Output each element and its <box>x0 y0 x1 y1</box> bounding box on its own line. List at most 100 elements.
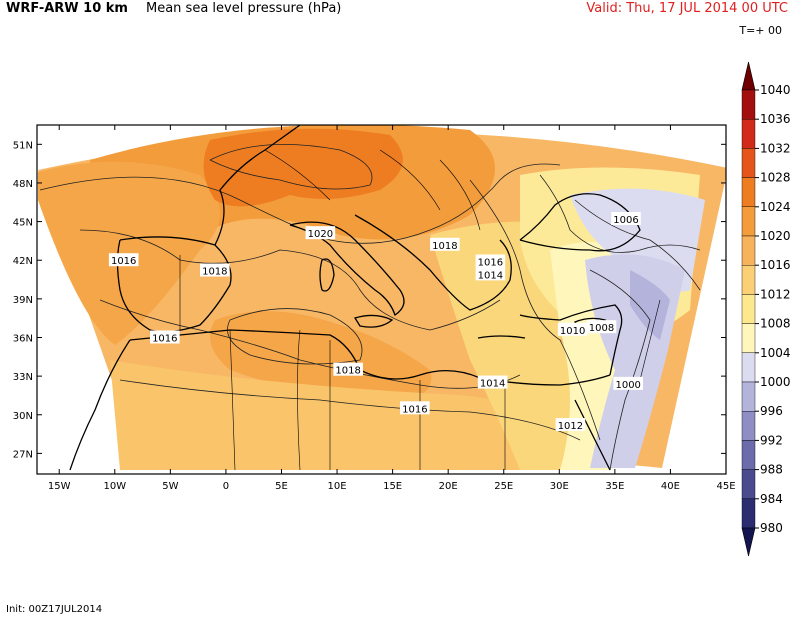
field-title: Mean sea level pressure (hPa) <box>146 1 342 16</box>
colorbar-segment <box>741 177 756 208</box>
contour-label-bg <box>613 376 644 390</box>
coast-atlantic-morocco <box>69 339 131 471</box>
border <box>379 149 441 211</box>
lon-tick-label: 15W <box>48 481 71 492</box>
contour-label-bg <box>475 254 506 268</box>
contour-label-bg <box>586 320 617 334</box>
colorbar-segment <box>741 118 756 149</box>
isobar <box>119 379 581 441</box>
colorbar-label: 984 <box>760 492 783 506</box>
contour-label: 1016 <box>402 404 427 415</box>
colorbar-segment <box>741 440 756 470</box>
lat-tick-label: 45N <box>13 218 33 229</box>
africa-1016 <box>110 360 610 470</box>
colorbar-segment <box>741 89 756 120</box>
colorbar-label: 980 <box>760 521 783 535</box>
lat-tick-label: 48N <box>13 179 33 190</box>
isobar <box>574 199 701 291</box>
colorbar-label: 1000 <box>760 375 791 389</box>
lat-tick-label: 33N <box>13 372 33 383</box>
isobar <box>469 179 601 441</box>
lon-tick-label: 15E <box>383 481 402 492</box>
map-frame <box>36 124 727 475</box>
lon-tick-label: 5W <box>162 481 178 492</box>
lon-tick-label: 25E <box>494 481 513 492</box>
colorbar-segment <box>741 265 756 295</box>
colorbar-label: 1040 <box>760 83 791 97</box>
colorbar-top-arrow <box>741 61 756 91</box>
contour-label: 1008 <box>589 323 614 334</box>
model-title: WRF-ARW 10 km <box>6 1 128 16</box>
lat-tick-label: 42N <box>13 256 33 267</box>
forecast-hour: T=+ 00 <box>739 24 782 37</box>
coast-france <box>214 125 301 246</box>
init-time: Init: 00Z17JUL2014 <box>6 604 103 615</box>
contour-label-bg <box>333 362 363 376</box>
isobar <box>79 229 501 331</box>
contour-label-bg <box>149 330 180 344</box>
contour-label: 1012 <box>558 421 583 432</box>
contour-label: 1016 <box>478 258 503 269</box>
lat-tick-label: 30N <box>13 411 33 422</box>
coast-italy <box>289 221 405 317</box>
colorbar-segment <box>741 411 756 441</box>
lat-tick-label: 36N <box>13 333 33 344</box>
contour-label-bg <box>400 401 430 415</box>
colorbar-label: 1028 <box>760 171 791 185</box>
colorbar-segment <box>741 469 756 500</box>
coast-iberia <box>116 236 232 333</box>
contour-label: 1006 <box>613 215 638 226</box>
colorbar-segment <box>741 294 756 324</box>
colorbar-segment <box>741 381 756 412</box>
lon-tick-label: 35E <box>605 481 624 492</box>
contour-label-bg <box>557 322 588 336</box>
coast-red-sea <box>574 399 611 471</box>
lat-tick-label: 27N <box>13 449 33 460</box>
contour-label-bg <box>305 226 336 240</box>
lat-tick-label: 39N <box>13 295 33 306</box>
lon-tick-label: 10E <box>328 481 347 492</box>
colorbar-label: 1020 <box>760 229 791 243</box>
colorbar-segment <box>741 148 756 178</box>
contour-label: 1010 <box>560 326 585 337</box>
lon-tick-label: 45E <box>716 481 735 492</box>
coast-crete <box>477 335 526 339</box>
colorbar-segment <box>741 323 756 354</box>
border <box>439 159 481 231</box>
lon-tick-label: 5E <box>275 481 288 492</box>
lon-tick-label: 30E <box>550 481 569 492</box>
colorbar-segment <box>741 352 756 383</box>
border <box>264 149 331 201</box>
colorbar-label: 1012 <box>760 287 791 301</box>
coast-balkans <box>354 214 512 311</box>
contour-label-bg <box>611 212 641 226</box>
contour-label-bg <box>555 418 586 432</box>
contour-label-bg <box>108 253 139 267</box>
high-pressure-libya <box>210 311 432 405</box>
colorbar-label: 996 <box>760 404 783 418</box>
colorbar-label: 988 <box>760 463 783 477</box>
contour-label: 1018 <box>202 267 227 278</box>
contour-label: 1014 <box>480 379 505 390</box>
colorbar-label: 1032 <box>760 141 791 155</box>
colorbar-segment <box>741 498 756 529</box>
high-pressure-1024-core <box>203 128 403 207</box>
valid-time: Valid: Thu, 17 JUL 2014 00 UTC <box>586 1 788 16</box>
latitude-axis: 51N 48N 45N 42N 39N 36N 33N 30N 27N <box>13 140 726 460</box>
contour-label: 1018 <box>335 366 360 377</box>
colorbar-segment <box>741 235 756 266</box>
borders <box>179 149 661 471</box>
contour-label: 1018 <box>432 241 457 252</box>
contour-label-bg <box>430 237 460 251</box>
colorbar-label: 1036 <box>760 112 791 126</box>
contour-label-bg <box>475 267 506 281</box>
low-pressure-1000 <box>630 270 670 340</box>
coast-levant <box>519 304 623 376</box>
isobar <box>39 163 561 244</box>
contour-label-bg <box>200 263 230 277</box>
colorbar-segment <box>741 206 756 237</box>
coast-sicily <box>353 314 394 328</box>
contour-label: 1016 <box>111 256 136 267</box>
